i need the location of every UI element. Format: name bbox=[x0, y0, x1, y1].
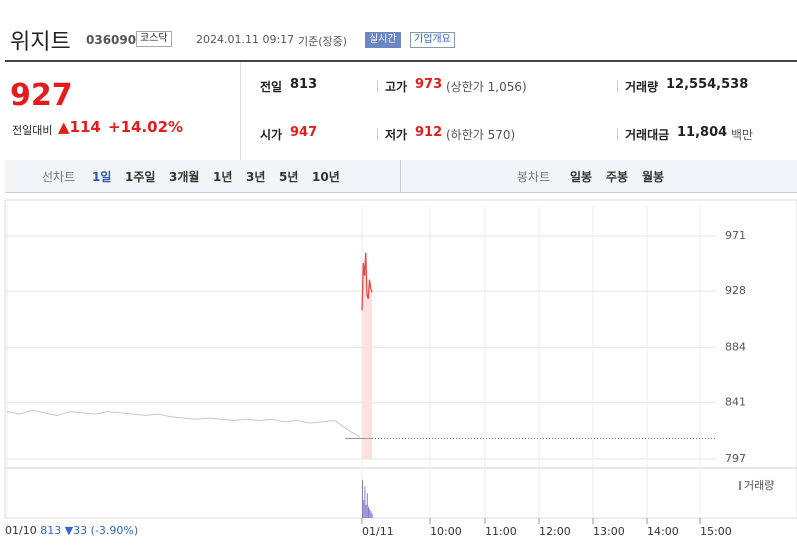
volume-bar bbox=[365, 504, 367, 518]
stock-name: 위지트 bbox=[10, 30, 71, 55]
period-tab[interactable]: 3개월 bbox=[169, 170, 200, 184]
footer-change: ▼33 bbox=[64, 524, 88, 537]
stat-note: (하한가 570) bbox=[446, 128, 516, 142]
volume-bar bbox=[366, 493, 368, 518]
separator bbox=[617, 80, 618, 92]
stat-value: 947 bbox=[290, 125, 318, 140]
volume-bar bbox=[364, 486, 366, 518]
stat-note: 백만 bbox=[731, 128, 754, 142]
volume-bar bbox=[371, 513, 373, 518]
x-tick-label: 13:00 bbox=[593, 525, 625, 538]
y-tick-label: 928 bbox=[725, 284, 746, 297]
x-tick-label: 14:00 bbox=[647, 525, 679, 538]
change-pct: +14.02% bbox=[108, 118, 184, 136]
y-tick-label: 841 bbox=[725, 396, 746, 409]
separator bbox=[377, 80, 378, 92]
realtime-button[interactable]: 실시간 bbox=[365, 32, 401, 48]
tab-bar bbox=[5, 160, 797, 193]
volume-bar bbox=[368, 506, 369, 518]
candle-chart-label: 봉차트 bbox=[517, 170, 551, 184]
stat-label: 고가 bbox=[385, 80, 408, 94]
period-tab[interactable]: 10년 bbox=[312, 170, 340, 184]
volume-bar bbox=[363, 500, 365, 518]
change-value: 114 bbox=[69, 118, 101, 136]
volume-bar bbox=[370, 511, 372, 518]
footer: 01/10 813 ▼33 (-3.90%) bbox=[5, 524, 138, 537]
candle-tab[interactable]: 일봉 bbox=[570, 170, 593, 184]
stat-label: 전일 bbox=[260, 80, 283, 94]
period-tab[interactable]: 1주일 bbox=[125, 170, 156, 184]
separator bbox=[377, 128, 378, 140]
period-tab[interactable]: 1일 bbox=[92, 170, 112, 184]
volume-bar bbox=[369, 509, 371, 518]
y-tick-label: 884 bbox=[725, 341, 746, 354]
stat-value: 12,554,538 bbox=[666, 77, 749, 92]
stat-label: 거래량 bbox=[625, 80, 659, 94]
stat-value: 11,804 bbox=[677, 125, 728, 140]
datetime: 2024.01.11 09:17 bbox=[196, 33, 295, 46]
divider bbox=[240, 62, 241, 160]
candle-tab[interactable]: 월봉 bbox=[642, 170, 665, 184]
volume-legend-mark bbox=[739, 481, 741, 490]
period-tab[interactable]: 5년 bbox=[279, 170, 299, 184]
x-tick-label: 12:00 bbox=[539, 525, 571, 538]
plot-frame bbox=[4, 199, 797, 519]
market-tag: 코스닥 bbox=[136, 31, 172, 47]
change: ▲114 bbox=[58, 118, 101, 136]
volume-bar bbox=[362, 479, 363, 518]
volume-legend: 거래량 bbox=[744, 479, 774, 492]
line-chart-label: 선차트 bbox=[42, 170, 76, 184]
x-tick-label: 10:00 bbox=[430, 525, 462, 538]
stock-code: 036090 bbox=[86, 33, 137, 47]
change-label: 전일대비 bbox=[12, 124, 53, 137]
stat-label: 시가 bbox=[260, 128, 283, 142]
stat-note: (상한가 1,056) bbox=[446, 80, 527, 94]
footer-close: 813 bbox=[40, 524, 62, 537]
candle-tab[interactable]: 주봉 bbox=[606, 170, 629, 184]
stat-label: 거래대금 bbox=[625, 128, 670, 142]
x-tick-label: 01/11 bbox=[362, 525, 394, 538]
stat-value: 912 bbox=[415, 125, 443, 140]
divider bbox=[400, 160, 401, 192]
x-tick-label: 15:00 bbox=[700, 525, 732, 538]
footer-date: 01/10 bbox=[5, 524, 37, 537]
stat-value: 813 bbox=[290, 77, 318, 92]
separator bbox=[617, 128, 618, 140]
y-tick-label: 797 bbox=[725, 452, 746, 465]
x-tick-label: 11:00 bbox=[485, 525, 517, 538]
y-tick-label: 971 bbox=[725, 229, 746, 242]
footer-pct: (-3.90%) bbox=[90, 524, 139, 537]
period-tab[interactable]: 1년 bbox=[213, 170, 233, 184]
price: 927 bbox=[10, 78, 73, 113]
today-area bbox=[362, 252, 372, 459]
today-line bbox=[361, 252, 373, 311]
stat-label: 저가 bbox=[385, 128, 408, 142]
prev-day-line bbox=[6, 409, 361, 438]
basis: 기준(장중) bbox=[298, 35, 348, 48]
stat-value: 973 bbox=[415, 77, 443, 92]
company-button[interactable]: 기업개요 bbox=[410, 32, 455, 48]
period-tab[interactable]: 3년 bbox=[246, 170, 266, 184]
